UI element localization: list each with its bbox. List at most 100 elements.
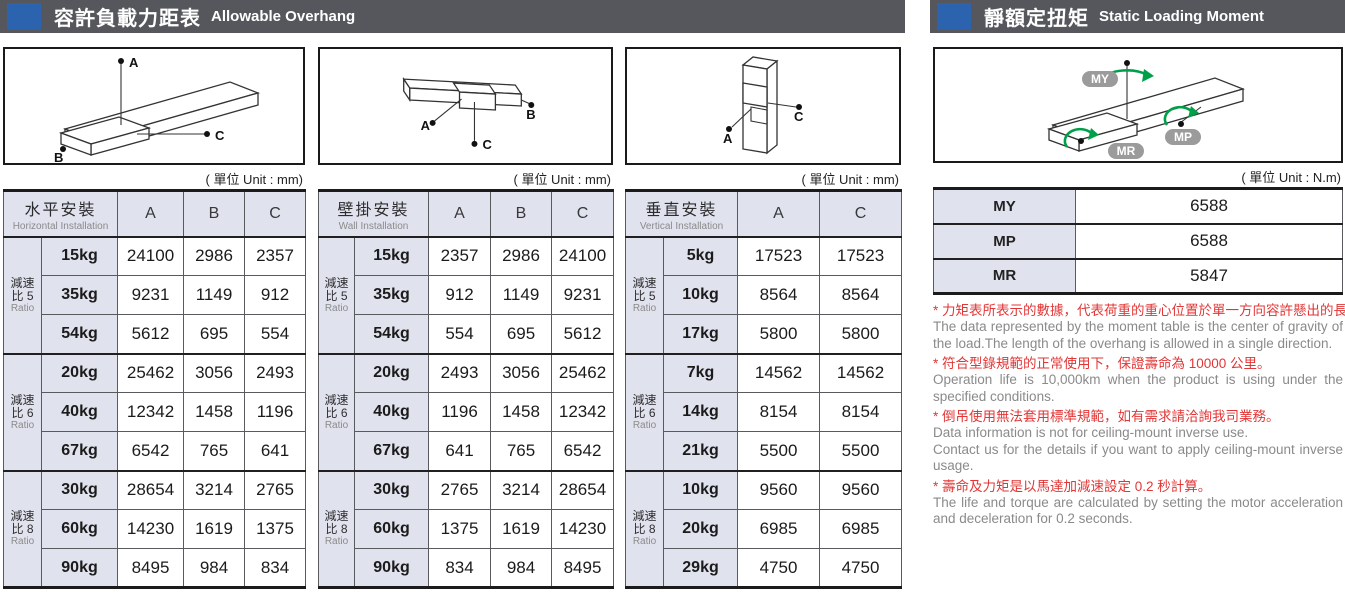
mr-badge-label: MR <box>1117 144 1136 158</box>
ratio-cell: 減速比 6 Ratio <box>318 352 355 471</box>
ratio-zh: 減速 <box>632 275 657 290</box>
value-b: 3214 <box>183 469 246 510</box>
point-a-label: A <box>723 131 733 146</box>
table-title-cell: 壁掛安裝 Wall Installation <box>317 190 430 238</box>
value-b: 3056 <box>490 352 553 393</box>
table-title-cell: 水平安裝 Horizontal Installation <box>2 190 119 238</box>
value-b: 765 <box>490 431 553 471</box>
dimension-line-c <box>767 102 797 108</box>
point-a-label: A <box>421 118 430 133</box>
value-c: 25462 <box>551 352 615 393</box>
load-cell: 10kg <box>662 275 739 315</box>
mp-badge <box>1165 129 1201 145</box>
load-cell: 54kg <box>40 314 119 354</box>
my-axis-dot <box>1124 60 1130 66</box>
column-right-face <box>766 59 778 155</box>
load-cell: 20kg <box>353 352 430 393</box>
header-accent-square <box>937 3 971 30</box>
point-c-label: C <box>215 128 225 143</box>
moment-value-mr: 5847 <box>1075 257 1343 294</box>
value-b: 2986 <box>183 235 246 276</box>
horizontal-installation-diagram: A B C <box>54 55 261 163</box>
ratio-cell: 減速比 5 Ratio <box>625 235 664 354</box>
ratio-no: 比 8 <box>325 522 348 537</box>
value-a: 8154 <box>737 392 821 432</box>
table-title-en: Horizontal Installation <box>12 220 109 232</box>
note-zh: * 力矩表所表示的數據，代表荷重的重心位置於單一方向容許懸出的長度。 <box>933 303 1345 318</box>
load-cell: 15kg <box>40 235 119 276</box>
point-b-label: B <box>54 150 63 163</box>
section-header-allowable-overhang: 容許負載力距表 Allowable Overhang <box>0 0 905 33</box>
horizontal-installation-column: A B C ( 單位 Unit : mm) 水平安裝 Horizontal Ins… <box>2 47 307 589</box>
value-a: 5612 <box>117 314 185 354</box>
table-row: 減速比 8 Ratio 10kg 9560 9560 <box>625 469 903 588</box>
ratio-cell: 減速比 8 Ratio <box>625 469 664 588</box>
overhang-table-wall: 壁掛安裝 Wall Installation A B C 減速比 5 Ratio 15… <box>317 189 615 589</box>
point-c-label: C <box>482 137 491 152</box>
load-cell: 21kg <box>662 431 739 471</box>
section-title-zh: 靜額定扭矩 <box>984 8 1089 30</box>
table-row: 20kg 6985 6985 <box>626 509 903 549</box>
unit-label-mm: ( 單位 Unit : mm) <box>513 172 612 187</box>
section-header-static-loading-moment: 靜額定扭矩 Static Loading Moment <box>930 0 1345 33</box>
mp-badge-label: MP <box>1174 130 1192 144</box>
value-b: 3056 <box>183 352 246 393</box>
note-en: The data represented by the moment table… <box>933 319 1343 351</box>
vertical-installation-column: A C ( 單位 Unit : mm) 垂直安裝 Vertical Install… <box>624 47 903 589</box>
value-b: 1149 <box>183 275 246 315</box>
value-b: 984 <box>183 548 246 588</box>
table-row: 減速比 5 Ratio 15kg 2357 2986 24100 <box>318 235 615 354</box>
ratio-cell: 減速比 8 Ratio <box>3 469 42 588</box>
table-row: 54kg 5612 695 554 <box>4 314 307 354</box>
column-header-c: C <box>551 190 615 238</box>
ratio-no: 比 5 <box>11 288 34 303</box>
column-header-c: C <box>244 190 307 238</box>
unit-label-mm: ( 單位 Unit : mm) <box>801 172 900 187</box>
value-c: 2765 <box>244 469 307 510</box>
value-b: 1149 <box>490 275 553 315</box>
table-row: 減速比 6 Ratio 20kg 25462 3056 2493 <box>3 352 307 471</box>
note-zh: * 符合型錄規範的正常使用下，保證壽命為 10000 公里。 <box>933 356 1271 371</box>
table-row: 54kg 554 695 5612 <box>319 314 615 354</box>
load-cell: 60kg <box>40 509 119 549</box>
ratio-cell: 減速比 8 Ratio <box>318 469 355 588</box>
table-row: 67kg 6542 765 641 <box>4 431 307 471</box>
ratio-en: Ratio <box>10 302 35 314</box>
ratio-en: Ratio <box>324 302 349 314</box>
column-header-a: A <box>737 190 821 238</box>
table-row: 減速比 8 Ratio 30kg 28654 3214 2765 <box>3 469 307 588</box>
point-c-dot <box>204 131 210 137</box>
table-row: 40kg 12342 1458 1196 <box>4 392 307 432</box>
load-cell: 40kg <box>353 392 430 432</box>
point-a-dot <box>429 119 436 126</box>
value-a: 6985 <box>737 509 821 549</box>
table-row: 29kg 4750 4750 <box>626 548 903 588</box>
value-c: 8564 <box>819 275 903 315</box>
slider-band <box>742 82 768 108</box>
value-a: 1196 <box>428 392 492 432</box>
table-row: 35kg 912 1149 9231 <box>319 275 615 315</box>
ratio-en: Ratio <box>324 419 349 431</box>
mr-axis-dot <box>1078 138 1084 144</box>
mp-rotation-arrow <box>1163 105 1195 126</box>
column-header-a: A <box>428 190 492 238</box>
value-c: 5500 <box>819 431 903 471</box>
value-a: 554 <box>428 314 492 354</box>
load-cell: 90kg <box>353 548 430 588</box>
table-row: 67kg 641 765 6542 <box>319 431 615 471</box>
table-row: 減速比 8 Ratio 30kg 2765 3214 28654 <box>318 469 615 588</box>
ratio-no: 比 5 <box>633 288 656 303</box>
value-b: 984 <box>490 548 553 588</box>
table-row: 90kg 834 984 8495 <box>319 548 615 588</box>
diagram-box-wall: A B C <box>318 47 613 165</box>
note-zh: * 倒吊使用無法套用標準規範，如有需求請洽詢我司業務。 <box>933 409 1280 424</box>
slider-end-face <box>60 132 92 156</box>
section-title-zh: 容許負載力距表 <box>54 8 201 30</box>
value-a: 5800 <box>737 314 821 354</box>
ratio-zh: 減速 <box>10 275 35 290</box>
point-c-label: C <box>794 109 804 124</box>
column-header-b: B <box>183 190 246 238</box>
footnotes: * 力矩表所表示的數據，代表荷重的重心位置於單一方向容許懸出的長度。 The d… <box>933 302 1345 528</box>
table-row: 35kg 9231 1149 912 <box>4 275 307 315</box>
